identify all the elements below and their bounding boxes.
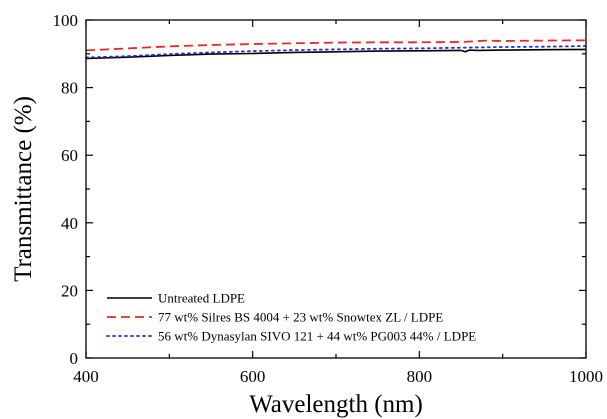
- legend-entry-untreated: Untreated LDPE: [107, 291, 245, 306]
- y-tick-label: 0: [70, 349, 79, 368]
- plot-frame: [85, 19, 587, 359]
- y-tick-label: 60: [61, 146, 78, 165]
- x-tick-label: 400: [73, 367, 99, 386]
- legend: Untreated LDPE 77 wt% Silres BS 4004 + 2…: [106, 291, 476, 344]
- x-axis-title: Wavelength (nm): [249, 391, 423, 418]
- series-line-0: [85, 48, 587, 60]
- legend-label-silres: 77 wt% Silres BS 4004 + 23 wt% Snowtex Z…: [158, 310, 443, 325]
- series-line-2: [85, 45, 587, 59]
- ticks-layer: [85, 19, 587, 359]
- series-layer: [85, 39, 587, 60]
- y-tick-label: 80: [61, 79, 78, 98]
- tick-labels-layer: 400 600 800 1000 0 20 40 60 80 100: [53, 11, 604, 386]
- y-tick-label: 20: [61, 281, 78, 300]
- legend-label-dynasylan: 56 wt% Dynasylan SIVO 121 + 44 wt% PG003…: [158, 329, 476, 344]
- legend-entry-silres: 77 wt% Silres BS 4004 + 23 wt% Snowtex Z…: [107, 310, 443, 325]
- x-tick-label: 1000: [569, 367, 603, 386]
- x-tick-label: 600: [240, 367, 266, 386]
- y-tick-label: 100: [53, 11, 79, 30]
- legend-entry-dynasylan: 56 wt% Dynasylan SIVO 121 + 44 wt% PG003…: [106, 329, 476, 344]
- y-tick-label: 40: [61, 214, 78, 233]
- legend-label-untreated: Untreated LDPE: [158, 291, 245, 306]
- series-line-1: [85, 39, 587, 52]
- x-tick-label: 800: [407, 367, 433, 386]
- y-axis-title: Transmittance (%): [10, 96, 37, 282]
